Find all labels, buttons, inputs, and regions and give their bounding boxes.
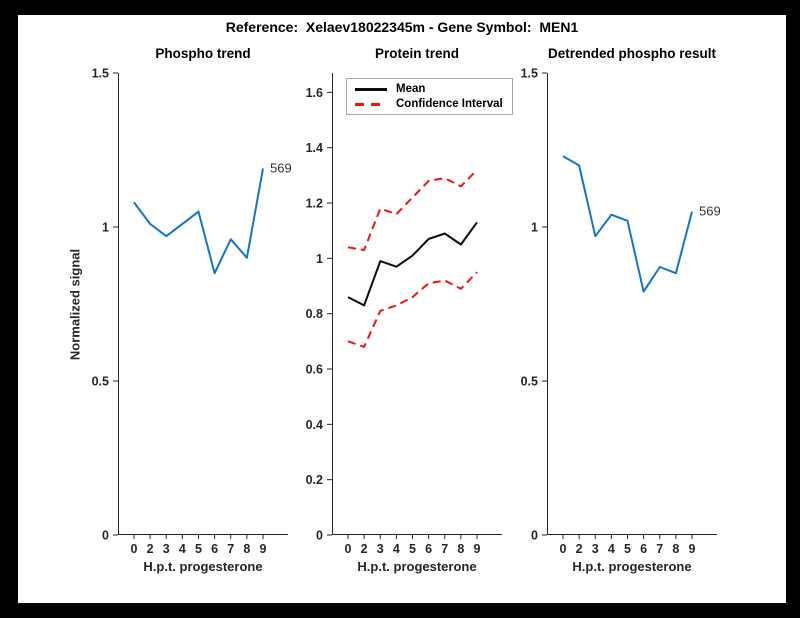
y-tick-label: 1.2 [306,197,323,211]
series-line-detrended-phospho-signal [562,155,693,293]
series-line-confidence-interval-lower [347,271,478,348]
confidence-interval-line-sample [355,102,387,106]
y-tick-label: 0 [316,529,323,543]
x-tick-label: 9 [689,542,696,556]
x-tick-label: 4 [179,542,186,556]
x-tick-label: 6 [640,542,647,556]
y-tick-label: 0.4 [306,418,323,432]
x-axis-label-detrended: H.p.t. progesterone [572,559,692,574]
x-tick-label: 7 [227,542,234,556]
x-tick-label: 0 [131,542,138,556]
y-tick-label: 0 [531,529,538,543]
legend: Mean Confidence Interval [346,78,513,115]
x-tick-label: 3 [163,542,170,556]
legend-label-mean: Mean [396,83,426,95]
x-tick-label: 2 [361,542,368,556]
point-label: 569 [270,160,292,175]
y-tick-label: 0.5 [92,375,109,389]
protein-trend-chart: 00.20.40.60.811.21.41.60 2 3 4 5 6 7 8 9 [306,73,502,556]
x-tick-label: 9 [474,542,481,556]
series-line-mean [347,221,478,307]
legend-item-mean: Mean [355,83,503,95]
y-tick-label: 1 [316,252,323,266]
x-tick-label: 5 [624,542,631,556]
x-tick-label: 2 [147,542,154,556]
y-tick-label: 1.6 [306,86,323,100]
chart-title-detrended: Detrended phospho result [547,46,716,61]
x-tick-label: 8 [457,542,464,556]
x-axis-label-phospho: H.p.t. progesterone [143,559,263,574]
x-tick-label: 3 [377,542,384,556]
x-tick-label: 8 [243,542,250,556]
chart-title-protein: Protein trend [374,46,459,61]
point-label: 569 [699,204,721,219]
y-tick-label: 1.5 [521,67,538,81]
x-tick-label: 2 [576,542,583,556]
y-tick-label: 1.5 [92,67,109,81]
y-tick-label: 0.5 [521,375,538,389]
figure-title: Reference: Xelaev18022345m - Gene Symbol… [225,19,579,35]
x-tick-label: 3 [592,542,599,556]
y-tick-label: 0.8 [306,307,323,321]
x-tick-label: 5 [195,542,202,556]
x-tick-label: 7 [656,542,663,556]
x-tick-label: 4 [608,542,615,556]
legend-item-confidence-interval: Confidence Interval [355,98,503,110]
x-tick-label: 4 [393,542,400,556]
y-tick-label: 0.6 [306,363,323,377]
y-tick-label: 1.4 [306,141,323,155]
series-line-phospho-signal [133,168,264,275]
x-tick-label: 6 [211,542,218,556]
x-tick-label: 5 [409,542,416,556]
y-tick-label: 0.2 [306,473,323,487]
chart-title-phospho: Phospho trend [155,46,251,61]
legend-label-confidence-interval: Confidence Interval [396,98,503,110]
mean-line-sample [355,87,387,91]
x-tick-label: 7 [441,542,448,556]
x-tick-label: 6 [425,542,432,556]
x-tick-label: 8 [672,542,679,556]
y-tick-label: 0 [102,529,109,543]
x-tick-label: 9 [260,542,267,556]
y-tick-label: 1 [531,221,538,235]
x-axis-label-protein: H.p.t. progesterone [357,559,477,574]
x-tick-label: 0 [345,542,352,556]
series-line-confidence-interval-upper [347,169,478,252]
x-tick-label: 0 [560,542,567,556]
y-tick-label: 1 [102,221,109,235]
